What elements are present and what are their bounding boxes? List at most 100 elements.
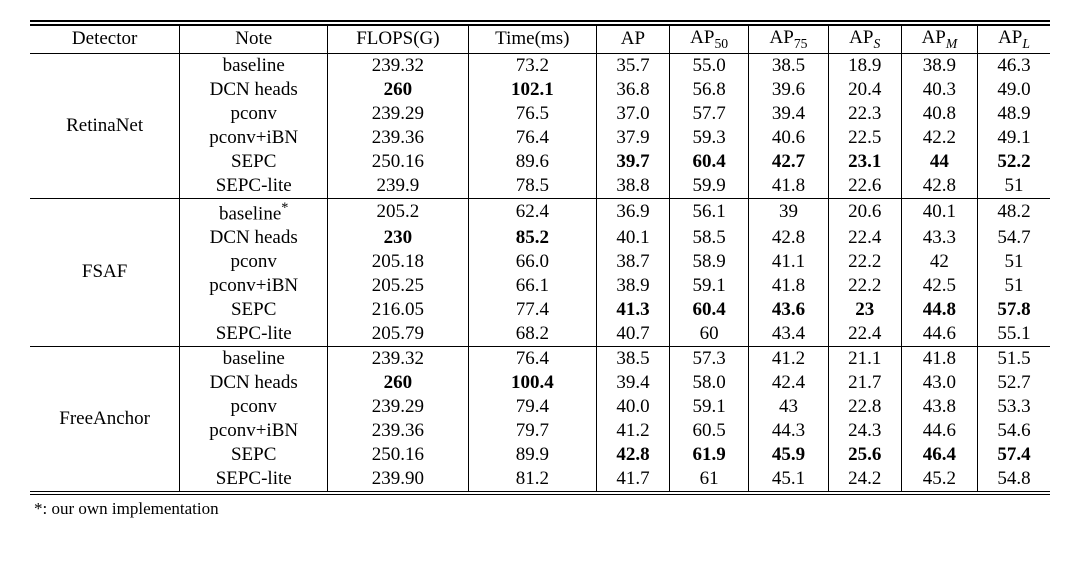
- cell-flops: 230: [328, 226, 469, 250]
- cell-ap50: 57.7: [669, 102, 748, 126]
- cell-apm: 44: [901, 150, 977, 174]
- table-row: SEPC-lite205.7968.240.76043.422.444.655.…: [30, 322, 1050, 347]
- table-header: DetectorNoteFLOPS(G)Time(ms)APAP50AP75AP…: [30, 21, 1050, 53]
- cell-note: pconv: [180, 102, 328, 126]
- table-row: SEPC-lite239.9081.241.76145.124.245.254.…: [30, 467, 1050, 492]
- cell-ap: 35.7: [596, 53, 669, 78]
- table-row: pconv+iBN205.2566.138.959.141.822.242.55…: [30, 274, 1050, 298]
- cell-flops: 239.90: [328, 467, 469, 492]
- cell-time: 77.4: [468, 298, 596, 322]
- cell-ap50: 58.5: [669, 226, 748, 250]
- cell-flops: 239.9: [328, 174, 469, 199]
- cell-ap75: 43.6: [749, 298, 828, 322]
- cell-aps: 22.3: [828, 102, 901, 126]
- cell-apl: 52.2: [978, 150, 1050, 174]
- cell-time: 76.4: [468, 126, 596, 150]
- cell-ap50: 56.8: [669, 78, 748, 102]
- cell-ap: 38.7: [596, 250, 669, 274]
- cell-aps: 24.3: [828, 419, 901, 443]
- cell-note: SEPC: [180, 443, 328, 467]
- col-ap: AP: [596, 25, 669, 53]
- cell-ap75: 43.4: [749, 322, 828, 347]
- cell-ap: 39.7: [596, 150, 669, 174]
- table-row: DCN heads23085.240.158.542.822.443.354.7: [30, 226, 1050, 250]
- cell-ap75: 38.5: [749, 53, 828, 78]
- cell-apm: 43.8: [901, 395, 977, 419]
- cell-apl: 51: [978, 174, 1050, 199]
- cell-apm: 44.6: [901, 419, 977, 443]
- cell-note: DCN heads: [180, 226, 328, 250]
- col-time: Time(ms): [468, 25, 596, 53]
- cell-aps: 23.1: [828, 150, 901, 174]
- cell-apm: 45.2: [901, 467, 977, 492]
- cell-apm: 38.9: [901, 53, 977, 78]
- table-row: SEPC250.1689.639.760.442.723.14452.2: [30, 150, 1050, 174]
- cell-ap75: 45.1: [749, 467, 828, 492]
- cell-aps: 20.4: [828, 78, 901, 102]
- cell-apm: 44.6: [901, 322, 977, 347]
- cell-aps: 18.9: [828, 53, 901, 78]
- cell-ap: 42.8: [596, 443, 669, 467]
- cell-ap75: 43: [749, 395, 828, 419]
- cell-apm: 46.4: [901, 443, 977, 467]
- cell-time: 76.5: [468, 102, 596, 126]
- cell-aps: 22.8: [828, 395, 901, 419]
- cell-ap75: 39.6: [749, 78, 828, 102]
- table-row: pconv205.1866.038.758.941.122.24251: [30, 250, 1050, 274]
- cell-aps: 25.6: [828, 443, 901, 467]
- cell-flops: 239.32: [328, 53, 469, 78]
- cell-ap50: 61: [669, 467, 748, 492]
- cell-ap: 37.0: [596, 102, 669, 126]
- cell-apm: 42.2: [901, 126, 977, 150]
- cell-flops: 205.2: [328, 198, 469, 226]
- cell-ap: 36.9: [596, 198, 669, 226]
- col-ap50: AP50: [669, 25, 748, 53]
- cell-apm: 40.8: [901, 102, 977, 126]
- table-row: SEPC250.1689.942.861.945.925.646.457.4: [30, 443, 1050, 467]
- cell-note: SEPC: [180, 298, 328, 322]
- cell-time: 78.5: [468, 174, 596, 199]
- cell-apl: 57.4: [978, 443, 1050, 467]
- cell-apm: 43.0: [901, 371, 977, 395]
- cell-note: SEPC-lite: [180, 174, 328, 199]
- cell-time: 73.2: [468, 53, 596, 78]
- cell-note: DCN heads: [180, 371, 328, 395]
- cell-flops: 205.79: [328, 322, 469, 347]
- cell-ap: 38.9: [596, 274, 669, 298]
- table-row: pconv239.2979.440.059.14322.843.853.3: [30, 395, 1050, 419]
- cell-flops: 239.29: [328, 102, 469, 126]
- table-row: RetinaNetbaseline239.3273.235.755.038.51…: [30, 53, 1050, 78]
- cell-aps: 22.6: [828, 174, 901, 199]
- cell-time: 76.4: [468, 347, 596, 372]
- cell-note: baseline: [180, 347, 328, 372]
- col-apm: APM: [901, 25, 977, 53]
- cell-apl: 54.6: [978, 419, 1050, 443]
- cell-apl: 53.3: [978, 395, 1050, 419]
- cell-ap: 41.7: [596, 467, 669, 492]
- cell-note: baseline: [180, 53, 328, 78]
- detector-cell: FSAF: [30, 198, 180, 346]
- cell-ap75: 42.7: [749, 150, 828, 174]
- cell-apl: 51: [978, 274, 1050, 298]
- cell-ap50: 57.3: [669, 347, 748, 372]
- table-row: pconv+iBN239.3679.741.260.544.324.344.65…: [30, 419, 1050, 443]
- cell-time: 102.1: [468, 78, 596, 102]
- table-row: SEPC-lite239.978.538.859.941.822.642.851: [30, 174, 1050, 199]
- cell-ap50: 59.1: [669, 395, 748, 419]
- cell-time: 79.7: [468, 419, 596, 443]
- cell-apl: 55.1: [978, 322, 1050, 347]
- header-row: DetectorNoteFLOPS(G)Time(ms)APAP50AP75AP…: [30, 25, 1050, 53]
- cell-note: pconv: [180, 250, 328, 274]
- cell-time: 66.0: [468, 250, 596, 274]
- results-table: DetectorNoteFLOPS(G)Time(ms)APAP50AP75AP…: [30, 20, 1050, 495]
- cell-ap: 36.8: [596, 78, 669, 102]
- cell-aps: 22.2: [828, 250, 901, 274]
- cell-note: pconv+iBN: [180, 274, 328, 298]
- cell-ap: 39.4: [596, 371, 669, 395]
- cell-ap50: 59.1: [669, 274, 748, 298]
- cell-note: SEPC-lite: [180, 322, 328, 347]
- cell-flops: 260: [328, 78, 469, 102]
- cell-apl: 46.3: [978, 53, 1050, 78]
- cell-time: 66.1: [468, 274, 596, 298]
- cell-apm: 42.5: [901, 274, 977, 298]
